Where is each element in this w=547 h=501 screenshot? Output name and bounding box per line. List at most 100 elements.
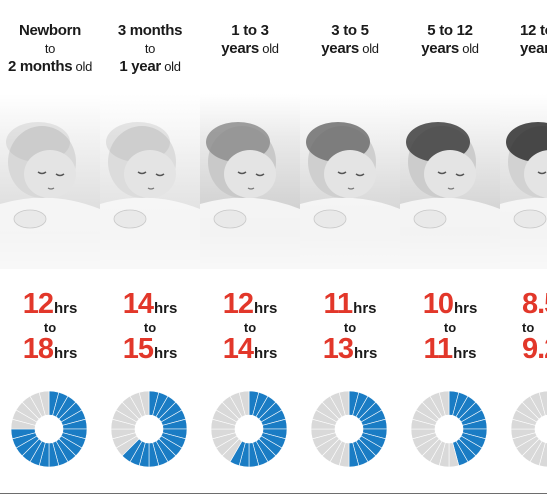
heading-connector	[300, 58, 400, 76]
heading-line: 2 months old	[0, 58, 100, 76]
heading-line-main: Newborn	[18, 22, 82, 39]
heading-line-main: years	[520, 40, 547, 57]
hours-max-row: 11hrs	[400, 335, 500, 364]
heading-line: 3 months	[100, 22, 200, 40]
heading-connector	[200, 58, 300, 76]
sleeping-child-photo	[400, 94, 500, 269]
hours-max-value: 15	[122, 333, 154, 365]
heading-line-suffix: old	[358, 41, 379, 56]
sleeping-toddler-photo	[200, 94, 300, 269]
age-group-column: 12 toyears 8.5to9.25	[500, 0, 547, 493]
heading-line-main: 3 to 5	[331, 22, 369, 39]
sleep-hours-range: 12hrs to 14hrs	[200, 290, 300, 364]
hours-min-value: 11	[323, 288, 353, 320]
heading-line-main: 2 months	[7, 58, 73, 75]
hours-min-value: 8.5	[522, 288, 547, 320]
heading-line: years old	[300, 40, 400, 58]
hours-min-row: 14hrs	[100, 290, 200, 319]
age-group-column: 3 months to 1 year old 14hrs to 15hrs	[100, 0, 201, 493]
heading-line-main: 1 to 3	[231, 22, 269, 39]
heading-line: years	[520, 40, 547, 58]
hours-to-label: to	[443, 320, 457, 335]
sleep-hours-range: 11hrs to 13hrs	[300, 290, 400, 364]
hours-max-row: 15hrs	[100, 335, 200, 364]
age-group-heading: 1 to 3 years old	[200, 22, 300, 76]
hours-min-value: 14	[122, 288, 154, 320]
hours-max-row: 9.25	[522, 335, 547, 364]
heading-connector	[400, 58, 500, 76]
hours-min-row: 12hrs	[200, 290, 300, 319]
donut-awake-segment	[138, 390, 150, 416]
donut-awake-segment	[338, 390, 350, 416]
hours-unit: hrs	[153, 345, 178, 362]
hours-unit: hrs	[253, 300, 278, 317]
hours-min-row: 8.5	[522, 290, 547, 319]
sleep-hours-range: 8.5to9.25	[522, 290, 547, 364]
heading-connector: to	[144, 41, 156, 56]
hours-min-row: 10hrs	[400, 290, 500, 319]
hours-to-label: to	[343, 320, 357, 335]
heading-connector	[520, 58, 547, 76]
donut-awake-segment	[38, 390, 50, 416]
heading-line-suffix: old	[160, 59, 181, 74]
heading-line-main: 5 to 12	[427, 22, 473, 39]
hours-max-value: 13	[322, 333, 354, 365]
heading-line-suffix: old	[458, 41, 479, 56]
bottom-divider	[0, 493, 547, 494]
sleep-fraction-donut	[9, 389, 89, 469]
hours-unit: hrs	[353, 300, 377, 317]
heading-line-main: years	[421, 40, 459, 57]
hours-to-label: to	[143, 320, 157, 335]
sleeping-preschooler-photo	[300, 94, 400, 269]
sleep-fraction-donut	[509, 389, 547, 469]
heading-line-suffix: old	[258, 41, 279, 56]
hours-min-value: 12	[222, 288, 254, 320]
age-group-column: 1 to 3 years old 12hrs to 14hrs	[200, 0, 301, 493]
hours-unit: hrs	[353, 345, 378, 362]
age-group-column: 5 to 12 years old 10hrs to 11hrs	[400, 0, 501, 493]
age-group-column: 3 to 5 years old 11hrs to 13hrs	[300, 0, 401, 493]
sleeping-teen-photo	[500, 94, 547, 269]
age-group-heading: 12 toyears	[520, 22, 547, 76]
heading-line-main: years	[321, 40, 359, 57]
hours-min-value: 10	[422, 288, 454, 320]
hours-max-value: 18	[22, 333, 54, 365]
heading-line: 5 to 12	[400, 22, 500, 40]
donut-awake-segment	[438, 390, 450, 416]
hours-max-value: 14	[222, 333, 254, 365]
hours-unit: hrs	[453, 345, 477, 362]
sleep-hours-range: 12hrs to 18hrs	[0, 290, 100, 364]
sleep-fraction-donut	[109, 389, 189, 469]
age-group-column: Newborn to 2 months old 12hrs to 18hrs	[0, 0, 101, 493]
sleep-hours-range: 10hrs to 11hrs	[400, 290, 500, 364]
heading-line-main: 3 months	[117, 22, 183, 39]
hours-max-row: 13hrs	[300, 335, 400, 364]
heading-line: 1 year old	[100, 58, 200, 76]
sleep-fraction-donut	[309, 389, 389, 469]
hours-max-value: 11	[423, 333, 453, 365]
hours-to-label: to	[522, 320, 535, 335]
donut-awake-segment	[238, 390, 250, 416]
hours-min-row: 11hrs	[300, 290, 400, 319]
heading-line: years old	[400, 40, 500, 58]
donut-awake-segment	[538, 390, 547, 416]
hours-min-value: 12	[22, 288, 54, 320]
hours-unit: hrs	[253, 345, 278, 362]
sleep-fraction-donut	[209, 389, 289, 469]
hours-unit: hrs	[453, 300, 478, 317]
hours-unit: hrs	[53, 345, 78, 362]
age-group-heading: 5 to 12 years old	[400, 22, 500, 76]
hours-max-row: 14hrs	[200, 335, 300, 364]
hours-to-label: to	[243, 320, 257, 335]
heading-line: Newborn	[0, 22, 100, 40]
sleep-fraction-donut	[409, 389, 489, 469]
hours-to-label: to	[43, 320, 57, 335]
heading-line: 12 to	[520, 22, 547, 40]
hours-unit: hrs	[53, 300, 78, 317]
hours-max-value: 9.25	[522, 333, 547, 365]
heading-connector: to	[44, 41, 56, 56]
hours-max-row: 18hrs	[0, 335, 100, 364]
age-group-heading: 3 months to 1 year old	[100, 22, 200, 76]
sleep-hours-range: 14hrs to 15hrs	[100, 290, 200, 364]
